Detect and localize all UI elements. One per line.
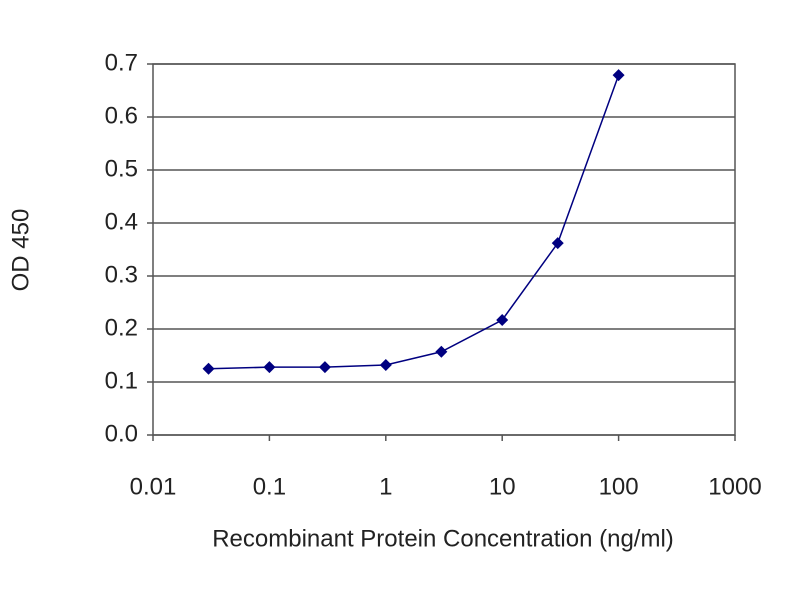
data-point: [612, 69, 625, 82]
data-point: [496, 313, 509, 326]
y-axis-title: OD 450: [7, 209, 34, 292]
y-tick-label: 0.1: [105, 367, 138, 394]
data-point: [379, 359, 392, 372]
x-tick-label: 0.01: [130, 473, 177, 500]
data-point: [318, 361, 331, 374]
x-axis-title: Recombinant Protein Concentration (ng/ml…: [212, 525, 674, 552]
y-tick-label: 0.3: [105, 261, 138, 288]
plot-area: [152, 63, 736, 436]
x-tick-label: 10: [489, 473, 516, 500]
data-point: [263, 361, 276, 374]
y-tick-label: 0.7: [105, 49, 138, 76]
x-tick-label: 1000: [708, 473, 761, 500]
y-tick-label: 0.4: [105, 208, 138, 235]
x-tick-label: 1: [379, 473, 392, 500]
x-tick-label: 100: [599, 473, 639, 500]
y-tick-label: 0.5: [105, 155, 138, 182]
data-point: [202, 362, 215, 375]
data-point: [551, 237, 564, 250]
x-tick-label: 0.1: [253, 473, 286, 500]
data-point: [435, 345, 448, 358]
series-line: [208, 74, 620, 370]
y-tick-label: 0.0: [105, 420, 138, 447]
y-tick-label: 0.2: [105, 314, 138, 341]
y-tick-label: 0.6: [105, 102, 138, 129]
